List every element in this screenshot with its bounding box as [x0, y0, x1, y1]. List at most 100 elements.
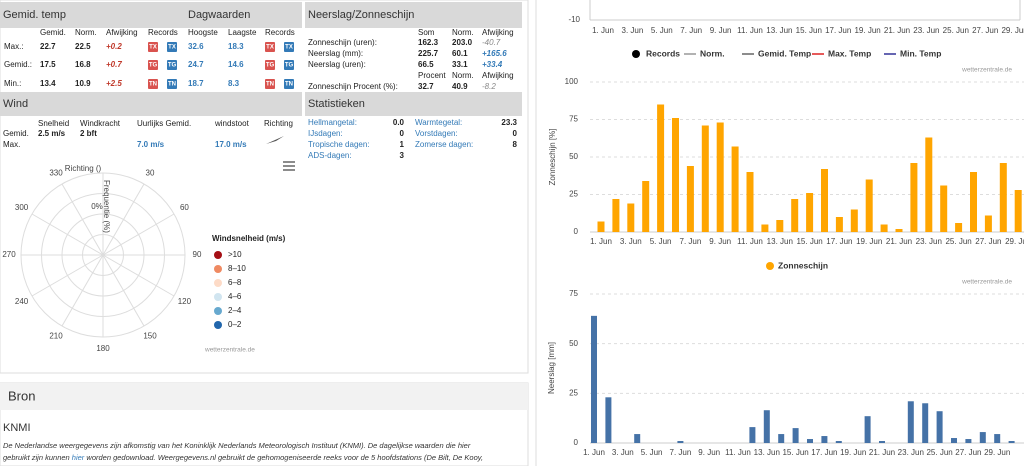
paragraph: De Nederlandse weergegevens zijn afkomst… — [3, 441, 471, 450]
x-tick-label: 9. Jun — [710, 26, 732, 35]
column-header: windstoot — [214, 119, 250, 128]
angle-label: 330 — [49, 169, 63, 178]
row-label: Max. — [3, 140, 20, 149]
record-badge-label: TG — [285, 63, 294, 69]
bar — [716, 122, 724, 232]
x-tick-label: 25. Jun — [945, 237, 971, 246]
record-badge — [167, 60, 177, 70]
record-badge-label: TX — [285, 45, 293, 51]
bar — [746, 172, 754, 232]
bar — [778, 434, 785, 443]
x-tick-label: 19. Jun — [854, 26, 880, 35]
record-badge-label: TN — [168, 82, 176, 88]
angle-label: 150 — [143, 332, 157, 341]
legend-label: 0–2 — [228, 320, 242, 329]
y-tick-label: -10 — [568, 15, 580, 24]
y-tick-label: 100 — [565, 77, 579, 86]
y-tick-label: 0 — [574, 227, 579, 236]
stat-label: Warmtegetal: — [415, 118, 462, 127]
cell: 18.7 — [188, 79, 204, 88]
record-badge — [167, 42, 177, 52]
bar — [925, 137, 933, 232]
credit: wetterzentrale.de — [204, 347, 255, 354]
header-bar — [305, 2, 522, 28]
x-tick-label: 29. Jun — [1001, 26, 1024, 35]
y-tick-label: 50 — [569, 339, 578, 348]
bar — [979, 432, 986, 443]
x-tick-label: 27. Jun — [955, 448, 981, 457]
section-title: Statistieken — [308, 98, 365, 110]
cell: 24.7 — [188, 60, 204, 69]
cell: 60.1 — [452, 49, 468, 58]
cell: 7.0 m/s — [137, 140, 165, 149]
cell: 13.4 — [40, 79, 56, 88]
text: worden gedownload. Weergegevens.nl gebru… — [84, 453, 483, 462]
legend-label: 2–4 — [228, 306, 242, 315]
x-tick-label: 17. Jun — [825, 26, 851, 35]
text: gebruikt zijn kunnen — [3, 453, 72, 462]
column-header: Afwijking — [482, 28, 514, 37]
cell: 22.5 — [75, 42, 91, 51]
x-tick-label: 29. Jun — [984, 448, 1010, 457]
column-header: Procent — [418, 71, 446, 80]
bar — [895, 229, 903, 232]
record-badge — [265, 79, 275, 89]
angle-label: 300 — [15, 203, 29, 212]
spoke — [61, 254, 104, 327]
menu-icon[interactable] — [283, 161, 295, 171]
y-tick-label: 25 — [569, 388, 578, 397]
bar — [791, 199, 799, 232]
record-badge — [148, 42, 158, 52]
rose-axis-title: Frequentie (%) — [102, 180, 111, 233]
x-tick-label: 9. Jun — [709, 237, 731, 246]
x-tick-label: 25. Jun — [926, 448, 952, 457]
x-tick-label: 29. Jun — [1005, 237, 1024, 246]
column-header: Records — [148, 28, 178, 37]
x-tick-label: 9. Jun — [698, 448, 720, 457]
legend-label: 4–6 — [228, 292, 242, 301]
credit: wetterzentrale.de — [961, 279, 1012, 286]
source-header — [0, 383, 528, 410]
cell: +165.6 — [482, 49, 507, 58]
radial-label: 0% — [91, 202, 103, 211]
bar — [763, 410, 770, 443]
bar — [701, 125, 709, 232]
column-header: Norm. — [75, 28, 97, 37]
section-title: Neerslag/Zonneschijn — [308, 9, 414, 21]
x-tick-label: 11. Jun — [725, 448, 751, 457]
x-tick-label: 15. Jun — [782, 448, 808, 457]
x-tick-label: 21. Jun — [884, 26, 910, 35]
x-tick-label: 19. Jun — [856, 237, 882, 246]
column-header: Gemid. — [40, 28, 66, 37]
bar — [749, 427, 756, 443]
bar — [612, 199, 620, 232]
bar — [880, 224, 888, 232]
legend-swatch — [214, 251, 222, 259]
bar — [984, 215, 992, 232]
link[interactable]: hier — [72, 453, 85, 462]
row-label: Neerslag (mm): — [308, 49, 363, 58]
bar — [835, 217, 843, 232]
bar — [1008, 441, 1015, 443]
legend-swatch — [214, 279, 222, 287]
cell: 16.8 — [75, 60, 91, 69]
x-tick-label: 5. Jun — [650, 237, 672, 246]
bar — [657, 104, 665, 232]
stat-value: 0.0 — [393, 118, 405, 127]
x-tick-label: 17. Jun — [826, 237, 852, 246]
record-badge — [167, 79, 177, 89]
column-header: Som — [418, 28, 435, 37]
row-label: Gemid.: — [4, 60, 32, 69]
bar — [731, 146, 739, 232]
x-tick-label: 11. Jun — [737, 26, 763, 35]
cell: -8.2 — [482, 82, 496, 91]
cell: 22.7 — [40, 42, 56, 51]
bar — [879, 441, 885, 443]
bar — [821, 436, 828, 443]
stat-label: ADS-dagen: — [308, 151, 352, 160]
angle-label: 60 — [180, 203, 189, 212]
record-badge-label: TX — [168, 45, 176, 51]
column-header: Snelheid — [38, 119, 69, 128]
source-name: KNMI — [3, 422, 31, 434]
x-tick-label: 15. Jun — [796, 237, 822, 246]
